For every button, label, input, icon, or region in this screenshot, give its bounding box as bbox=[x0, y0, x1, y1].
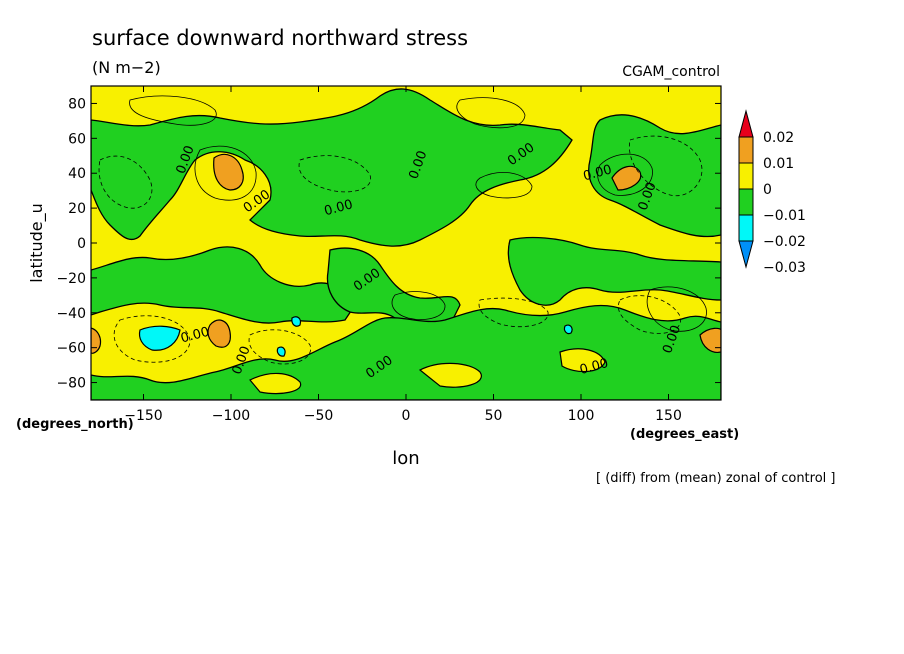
orange-patch-5 bbox=[699, 327, 721, 353]
y-tick-label: 80 bbox=[68, 96, 86, 112]
yellow-patch-south-1 bbox=[249, 372, 302, 395]
thin-contour-1 bbox=[129, 95, 217, 126]
cyan-patches bbox=[138, 316, 573, 357]
colorbar-max-triangle bbox=[738, 109, 754, 138]
thin-contour-3 bbox=[475, 172, 533, 199]
x-tick-label: −100 bbox=[212, 408, 250, 424]
plot-area: 0.000.00 0.000.00 0.000.000.000.000.000.00… bbox=[91, 86, 721, 400]
positive-patches bbox=[249, 348, 606, 395]
x-units-label: (degrees_east) bbox=[630, 427, 739, 442]
chart-units: (N m−2) bbox=[92, 58, 161, 77]
orange-patch-2 bbox=[611, 165, 642, 191]
x-tick-label: 0 bbox=[402, 408, 411, 424]
x-tick-label: 150 bbox=[655, 408, 682, 424]
colorbar-label: −0.02 bbox=[763, 234, 806, 250]
dashed-contour-2 bbox=[298, 155, 371, 193]
green-region-n-east bbox=[588, 114, 721, 238]
dashed-contour-4 bbox=[113, 315, 191, 363]
contour-labels: 0.000.00 0.000.00 0.000.000.000.000.000.00… bbox=[174, 140, 684, 382]
colorbar-segment bbox=[738, 188, 754, 216]
orange-patch-3 bbox=[207, 319, 231, 348]
orange-patch-1 bbox=[213, 153, 244, 191]
colorbar-label: 0 bbox=[763, 182, 772, 198]
contour-label: 0.00 bbox=[323, 197, 355, 219]
negative-regions bbox=[91, 88, 721, 400]
contour-label: 0.00 bbox=[578, 356, 610, 378]
thin-contour-7 bbox=[646, 286, 707, 332]
thin-contour-5 bbox=[597, 153, 653, 196]
colorbar-min-triangle bbox=[738, 240, 754, 269]
x-tick-label: −50 bbox=[304, 408, 334, 424]
thin-contour-6 bbox=[391, 291, 446, 320]
orange-patch-4 bbox=[91, 327, 102, 354]
colorbar-segment bbox=[738, 136, 754, 164]
green-region-east-equator bbox=[507, 236, 721, 306]
dashed-contour-7 bbox=[618, 295, 682, 334]
x-tick-label: 100 bbox=[568, 408, 595, 424]
colorbar-segment bbox=[738, 214, 754, 242]
cyan-patch-2 bbox=[291, 316, 302, 327]
dataset-label: CGAM_control bbox=[622, 64, 720, 80]
y-axis: 80 60 40 20 0 −20 −40 −60 −80 bbox=[56, 96, 721, 392]
y-tick-label: −80 bbox=[56, 376, 86, 392]
yellow-patch-south-2 bbox=[418, 362, 482, 388]
y-tick-label: −60 bbox=[56, 341, 86, 357]
yellow-patch-south-3 bbox=[559, 348, 606, 373]
y-tick-label: 40 bbox=[68, 166, 86, 182]
green-region-nw bbox=[91, 88, 573, 247]
y-axis-label: latitude_u bbox=[27, 203, 47, 283]
colorbar-label: 0.02 bbox=[763, 130, 794, 146]
dashed-contour-6 bbox=[478, 297, 549, 328]
colorbar: 0.02 0.01 0 −0.01 −0.02 −0.03 bbox=[738, 109, 806, 276]
colorbar-label: −0.01 bbox=[763, 208, 806, 224]
dashed-contour-1 bbox=[98, 155, 153, 209]
dashed-contour-5 bbox=[248, 329, 311, 365]
dashed-contour-3 bbox=[628, 135, 703, 197]
dashed-contours bbox=[98, 135, 703, 365]
contour-label: 0.00 bbox=[582, 162, 614, 184]
green-region-south bbox=[91, 304, 721, 400]
y-tick-label: −40 bbox=[56, 306, 86, 322]
x-axis: −150 −100 −50 0 50 100 150 bbox=[124, 86, 682, 424]
chart-title: surface downward northward stress bbox=[92, 26, 468, 50]
thin-contours bbox=[129, 95, 707, 332]
y-tick-label: 60 bbox=[68, 131, 86, 147]
contour-label: 0.00 bbox=[179, 325, 211, 347]
cyan-patch-3 bbox=[276, 346, 286, 357]
cyan-patch-1 bbox=[138, 325, 181, 351]
orange-patches bbox=[91, 153, 721, 354]
y-units-label: (degrees_north) bbox=[16, 417, 134, 432]
x-axis-label: lon bbox=[392, 448, 419, 469]
colorbar-segment bbox=[738, 162, 754, 190]
cyan-patch-4 bbox=[563, 324, 573, 335]
y-tick-label: 0 bbox=[77, 236, 86, 252]
thin-contour-2 bbox=[456, 97, 526, 129]
x-tick-label: 50 bbox=[485, 408, 503, 424]
y-tick-label: −20 bbox=[56, 271, 86, 287]
thin-contour-4 bbox=[194, 145, 257, 201]
colorbar-label: −0.03 bbox=[763, 260, 806, 276]
y-tick-label: 20 bbox=[68, 201, 86, 217]
x-tick-label: −150 bbox=[124, 408, 162, 424]
footnote: [ (diff) from (mean) zonal of control ] bbox=[596, 471, 835, 486]
colorbar-label: 0.01 bbox=[763, 156, 794, 172]
